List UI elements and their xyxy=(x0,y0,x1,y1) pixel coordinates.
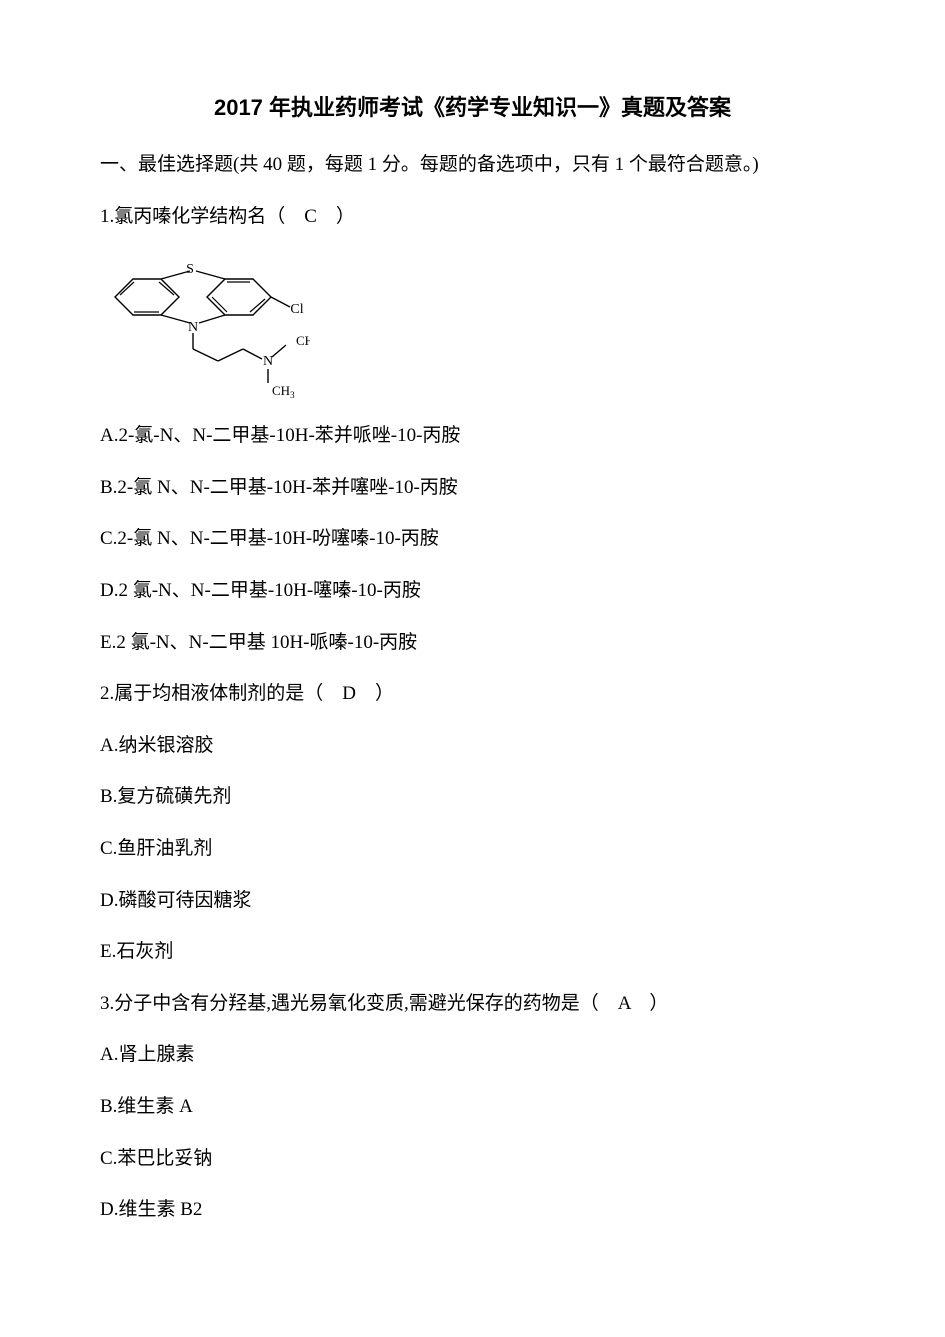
answer-option: C.鱼肝油乳剂 xyxy=(100,826,845,872)
answer-option: C.2-氯 N、N-二甲基-10H-吩噻嗪-10-丙胺 xyxy=(100,516,845,562)
answer-option: B.复方硫磺先剂 xyxy=(100,774,845,820)
ch3-label-b: CH3 xyxy=(272,383,295,399)
chemical-structure-image: S N Cl N CH3 CH3 xyxy=(100,249,845,399)
question-prompt: 1.氯丙嗪化学结构名（ C ） xyxy=(100,194,845,240)
answer-option: D.2 氯-N、N-二甲基-10H-噻嗪-10-丙胺 xyxy=(100,568,845,614)
answer-option: B.2-氯 N、N-二甲基-10H-苯并噻唑-10-丙胺 xyxy=(100,465,845,511)
answer-option: A.2-氯-N、N-二甲基-10H-苯并哌唑-10-丙胺 xyxy=(100,413,845,459)
question-prompt: 2.属于均相液体制剂的是（ D ） xyxy=(100,671,845,717)
atom-n2-label: N xyxy=(263,354,273,369)
ch3-label-a: CH3 xyxy=(296,333,310,350)
answer-option: E.2 氯-N、N-二甲基 10H-哌嗪-10-丙胺 xyxy=(100,620,845,666)
answer-option: A.肾上腺素 xyxy=(100,1032,845,1078)
answer-option: B.维生素 A xyxy=(100,1084,845,1130)
answer-option: E.石灰剂 xyxy=(100,929,845,975)
answer-option: D.磷酸可待因糖浆 xyxy=(100,878,845,924)
atom-cl-label: Cl xyxy=(290,302,303,317)
question-prompt: 3.分子中含有分羟基,遇光易氧化变质,需避光保存的药物是（ A ） xyxy=(100,981,845,1027)
atom-n-label: N xyxy=(188,320,198,335)
answer-option: D.维生素 B2 xyxy=(100,1187,845,1233)
answer-option: C.苯巴比妥钠 xyxy=(100,1136,845,1182)
section-instruction: 一、最佳选择题(共 40 题，每题 1 分。每题的备选项中，只有 1 个最符合题… xyxy=(100,142,845,188)
document-page: 2017 年执业药师考试《药学专业知识一》真题及答案 一、最佳选择题(共 40 … xyxy=(0,0,945,1299)
page-title: 2017 年执业药师考试《药学专业知识一》真题及答案 xyxy=(100,90,845,122)
atom-s-label: S xyxy=(186,262,194,277)
answer-option: A.纳米银溶胶 xyxy=(100,723,845,769)
